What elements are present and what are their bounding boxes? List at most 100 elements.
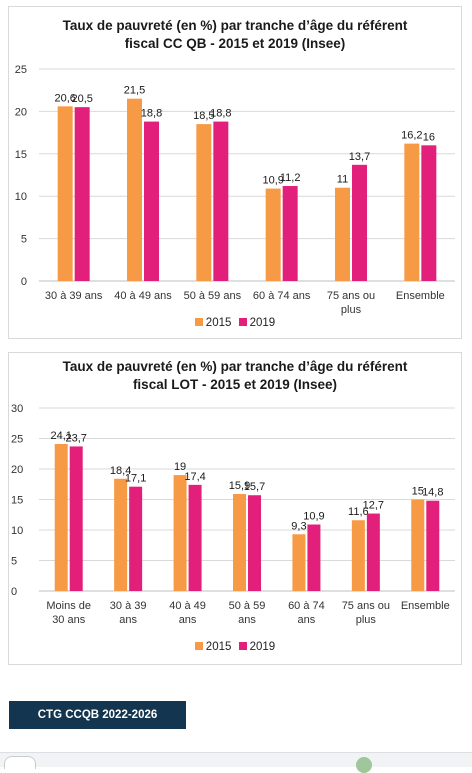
- data-label-2019: 17,4: [184, 471, 205, 483]
- legend-swatch-2015: [194, 642, 203, 650]
- y-tick-label: 30: [11, 403, 23, 415]
- x-tick-label: Moins de: [46, 600, 91, 612]
- y-tick-label: 0: [11, 586, 17, 598]
- y-tick-label: 20: [15, 106, 27, 118]
- bar-2019: [352, 164, 367, 281]
- bar-2019: [74, 107, 90, 281]
- bar-chart-cc-qb: 0 5 10 15 20 25 20,620,5 30 à 39 ans 21,5 18,8 40 …: [15, 64, 455, 316]
- globe-icon[interactable]: [356, 757, 372, 773]
- data-label-2019: 18,8: [210, 108, 231, 120]
- data-label-2015: 9,3: [291, 520, 306, 532]
- bar-2015: [57, 106, 73, 281]
- x-tick-label: Ensemble: [401, 600, 450, 612]
- legend-label-2019: 2019: [249, 317, 276, 329]
- y-tick-label: 5: [21, 234, 27, 246]
- x-tick-label: 30 ans: [52, 614, 86, 626]
- chart-legend: 2015 2019: [9, 316, 461, 330]
- legend-item-2019: 2019: [238, 640, 276, 654]
- chart-panel-cc-qb: Taux de pauvreté (en %) par tranche d’âg…: [8, 6, 462, 339]
- x-tick-label: 75 ans ou: [327, 290, 375, 302]
- y-tick-label: 20: [11, 464, 23, 476]
- bar-2019: [426, 500, 440, 591]
- data-label-2019: 12,7: [363, 500, 384, 512]
- legend-label-2015: 2015: [205, 641, 232, 653]
- bar-2015: [411, 499, 425, 591]
- bar-2019: [366, 513, 380, 591]
- x-tick-label: 40 à 49: [169, 600, 206, 612]
- bar-2015: [127, 98, 142, 282]
- x-tick-label: 60 à 74: [288, 600, 325, 612]
- x-tick-label: plus: [341, 304, 362, 316]
- x-tick-label: 75 ans ou: [342, 600, 390, 612]
- data-label-2015: 15,9: [229, 480, 250, 492]
- y-tick-label: 5: [11, 556, 17, 568]
- bar-2015: [54, 443, 68, 591]
- bar-2019: [188, 484, 202, 591]
- chart-title: Taux de pauvreté (en %) par tranche d’âg…: [9, 17, 461, 53]
- data-label-2019: 18,8: [141, 108, 162, 120]
- data-label-2015: 16,2: [401, 130, 422, 142]
- x-tick-label: ans: [119, 614, 137, 626]
- chart-panel-lot: Taux de pauvreté (en %) par tranche d’âg…: [8, 352, 462, 665]
- chart-title-line1: Taux de pauvreté (en %) par tranche d’âg…: [62, 18, 408, 33]
- data-label-2019: 20,5: [71, 93, 92, 105]
- data-label-2019: 15,7: [244, 481, 265, 493]
- data-label-2015: 20,6: [54, 92, 75, 104]
- x-tick-label: ans: [298, 614, 316, 626]
- data-label-2015: 18,4: [110, 465, 131, 477]
- bar-2015: [114, 478, 128, 591]
- ctg-ccqb-tag[interactable]: CTG CCQB 2022-2026: [9, 701, 186, 729]
- data-label-2015: 24,1: [51, 430, 72, 442]
- bottom-bar: [0, 752, 472, 767]
- y-tick-label: 0: [21, 276, 27, 288]
- data-label-2019: 13,7: [349, 151, 370, 163]
- legend-swatch-2019: [238, 318, 247, 326]
- bar-2015: [233, 494, 246, 591]
- y-tick-label: 10: [15, 191, 27, 203]
- bar-2015: [292, 534, 306, 591]
- legend-item-2019: 2019: [238, 316, 276, 330]
- legend-label-2019: 2019: [249, 641, 276, 653]
- legend-swatch-2019: [238, 642, 247, 650]
- bar-2015: [351, 520, 365, 591]
- data-label-2015: 21,5: [124, 85, 145, 97]
- chart-title-line1: Taux de pauvreté (en %) par tranche d’âg…: [62, 359, 408, 374]
- data-label-2019: 23,7: [66, 432, 87, 444]
- legend-label-2015: 2015: [205, 317, 232, 329]
- x-tick-label: 50 à 59 ans: [184, 290, 242, 302]
- x-tick-label: 40 à 49 ans: [114, 290, 172, 302]
- data-label-2019: 10,9: [303, 511, 324, 523]
- bar-2015: [335, 187, 350, 281]
- x-tick-label: ans: [238, 614, 256, 626]
- data-label-2019: 11,2: [280, 172, 301, 184]
- bottom-input[interactable]: [4, 756, 36, 769]
- chart-title-line2: fiscal CC QB - 2015 et 2019 (Insee): [124, 36, 346, 51]
- x-tick-label: ans: [179, 614, 197, 626]
- data-label-2015: 18,5: [193, 110, 214, 122]
- x-tick-label: 30 à 39: [110, 600, 147, 612]
- bar-2015: [404, 143, 420, 281]
- y-tick-label: 25: [15, 64, 27, 76]
- x-tick-label: Ensemble: [396, 290, 445, 302]
- x-tick-label: plus: [356, 614, 377, 626]
- data-label-2015: 19: [174, 461, 186, 473]
- legend-item-2015: 2015: [194, 316, 232, 330]
- bar-2019: [307, 524, 321, 591]
- y-tick-label: 10: [11, 525, 23, 537]
- data-label-2019: 17,1: [125, 473, 146, 485]
- x-tick-label: 50 à 59: [229, 600, 266, 612]
- chart-title: Taux de pauvreté (en %) par tranche d’âg…: [9, 358, 461, 394]
- data-label-2015: 11: [337, 174, 348, 186]
- data-label-2019: 14,8: [422, 487, 443, 499]
- bar-2019: [129, 486, 143, 591]
- bar-2015: [173, 475, 187, 591]
- y-tick-label: 15: [15, 149, 27, 161]
- bar-2019: [421, 145, 437, 281]
- x-tick-label: 30 à 39 ans: [45, 290, 103, 302]
- x-tick-label: 60 à 74 ans: [253, 290, 311, 302]
- bar-2019: [69, 446, 83, 591]
- bar-2015: [265, 188, 281, 281]
- chart-legend: 2015 2019: [9, 640, 461, 654]
- bar-2019: [248, 495, 261, 591]
